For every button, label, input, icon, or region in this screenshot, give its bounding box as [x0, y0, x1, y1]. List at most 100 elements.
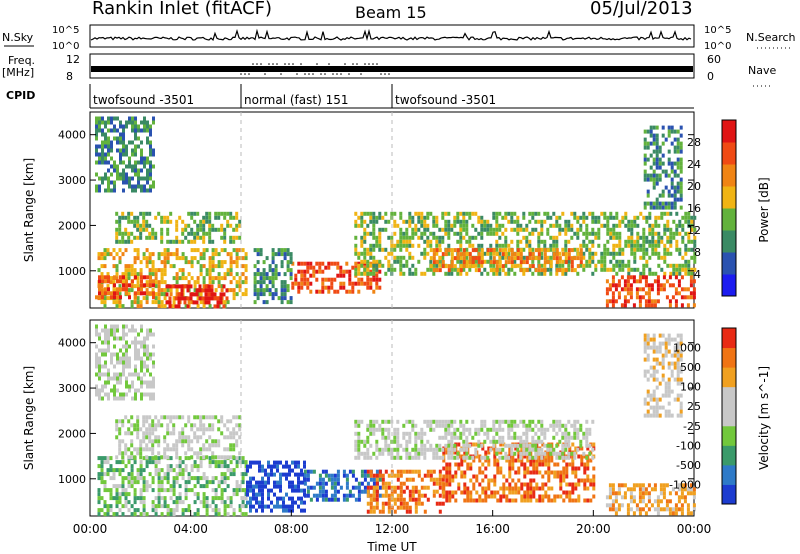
- heatmap-cell: [417, 243, 421, 248]
- heatmap-cell: [655, 125, 659, 130]
- heatmap-cell: [139, 468, 143, 473]
- heatmap-cell: [675, 271, 679, 276]
- heatmap-cell: [270, 472, 273, 477]
- heatmap-cell: [211, 264, 215, 269]
- heatmap-cell: [154, 296, 158, 301]
- heatmap-cell: [502, 482, 506, 487]
- heatmap-cell: [466, 466, 470, 471]
- heatmap-cell: [405, 227, 409, 232]
- heatmap-cell: [510, 451, 514, 456]
- heatmap-cell: [456, 252, 460, 257]
- heatmap-cell: [647, 499, 651, 504]
- heatmap-cell: [372, 427, 376, 432]
- heatmap-cell: [327, 289, 331, 294]
- heatmap-cell: [579, 243, 583, 248]
- heatmap-cell: [390, 267, 394, 272]
- heatmap-cell: [429, 211, 433, 216]
- nave-dot: [308, 73, 310, 75]
- heatmap-cell: [600, 251, 604, 256]
- heatmap-cell: [414, 509, 418, 514]
- heatmap-cell: [543, 435, 547, 440]
- heatmap-cell: [687, 263, 691, 268]
- heatmap-cell: [300, 508, 303, 513]
- heatmap-cell: [611, 487, 615, 492]
- heatmap-cell: [232, 447, 236, 452]
- heatmap-cell: [145, 235, 149, 240]
- heatmap-cell: [369, 431, 373, 436]
- heatmap-cell: [219, 296, 223, 301]
- heatmap-cell: [378, 211, 382, 216]
- heatmap-cell: [136, 447, 140, 452]
- heatmap-cell: [288, 508, 291, 513]
- heatmap-cell: [360, 277, 364, 282]
- heatmap-cell: [642, 267, 646, 272]
- heatmap-cell: [588, 443, 592, 448]
- heatmap-cell: [501, 447, 505, 452]
- heatmap-cell: [489, 231, 493, 236]
- heatmap-cell: [692, 279, 696, 284]
- heatmap-cell: [510, 427, 514, 432]
- heatmap-cell: [125, 356, 128, 361]
- heatmap-cell: [559, 486, 563, 491]
- heatmap-cell: [151, 508, 155, 513]
- heatmap-cell: [252, 476, 255, 481]
- heatmap-cell: [468, 264, 472, 269]
- heatmap-cell: [552, 211, 556, 216]
- heatmap-cell: [288, 472, 291, 477]
- heatmap-cell: [618, 243, 622, 248]
- heatmap-cell: [472, 482, 476, 487]
- heatmap-cell: [115, 455, 119, 460]
- heatmap-cell: [268, 264, 272, 269]
- heatmap-cell: [166, 423, 170, 428]
- heatmap-cell: [357, 271, 361, 276]
- heatmap-cell: [163, 288, 167, 293]
- heatmap-cell: [541, 474, 545, 479]
- heatmap-cell: [205, 504, 209, 509]
- heatmap-cell: [561, 447, 565, 452]
- heatmap-cell: [130, 455, 134, 460]
- power-y-label: Slant Range [km]: [22, 158, 36, 262]
- heatmap-cell: [336, 273, 340, 278]
- heatmap-cell: [199, 256, 203, 261]
- heatmap-cell: [140, 184, 143, 189]
- heatmap-cell: [435, 443, 439, 448]
- heatmap-cell: [498, 251, 502, 256]
- heatmap-cell: [579, 427, 583, 432]
- heatmap-cell: [351, 469, 355, 474]
- heatmap-cell: [372, 485, 376, 490]
- heatmap-cell: [118, 215, 122, 220]
- heatmap-cell: [474, 447, 478, 452]
- heatmap-cell: [540, 431, 544, 436]
- heatmap-cell: [659, 283, 663, 288]
- heatmap-cell: [151, 268, 155, 273]
- heatmap-cell: [363, 451, 367, 456]
- heatmap-cell: [484, 466, 488, 471]
- heatmap-cell: [534, 423, 538, 428]
- heatmap-cell: [679, 189, 683, 194]
- heatmap-cell: [148, 223, 152, 228]
- heatmap-cell: [564, 431, 568, 436]
- heatmap-cell: [519, 227, 523, 232]
- heatmap-cell: [342, 493, 346, 498]
- heatmap-cell: [300, 500, 303, 505]
- heatmap-cell: [571, 442, 575, 447]
- heatmap-cell: [624, 239, 628, 244]
- heatmap-cell: [223, 500, 227, 505]
- heatmap-cell: [148, 268, 152, 273]
- heatmap-cell: [276, 460, 279, 465]
- heatmap-cell: [270, 468, 273, 473]
- heatmap-cell: [265, 300, 269, 305]
- heatmap-cell: [196, 508, 200, 513]
- heatmap-cell: [687, 215, 691, 220]
- heatmap-cell: [103, 504, 107, 509]
- heatmap-cell: [177, 304, 181, 309]
- heatmap-cell: [112, 472, 116, 477]
- heatmap-cell: [229, 504, 233, 509]
- heatmap-cell: [238, 280, 242, 285]
- heatmap-cell: [357, 493, 361, 498]
- heatmap-cell: [175, 280, 179, 285]
- heatmap-cell: [629, 295, 633, 300]
- heatmap-cell: [163, 248, 167, 253]
- heatmap-cell: [145, 248, 149, 253]
- heatmap-cell: [665, 503, 669, 508]
